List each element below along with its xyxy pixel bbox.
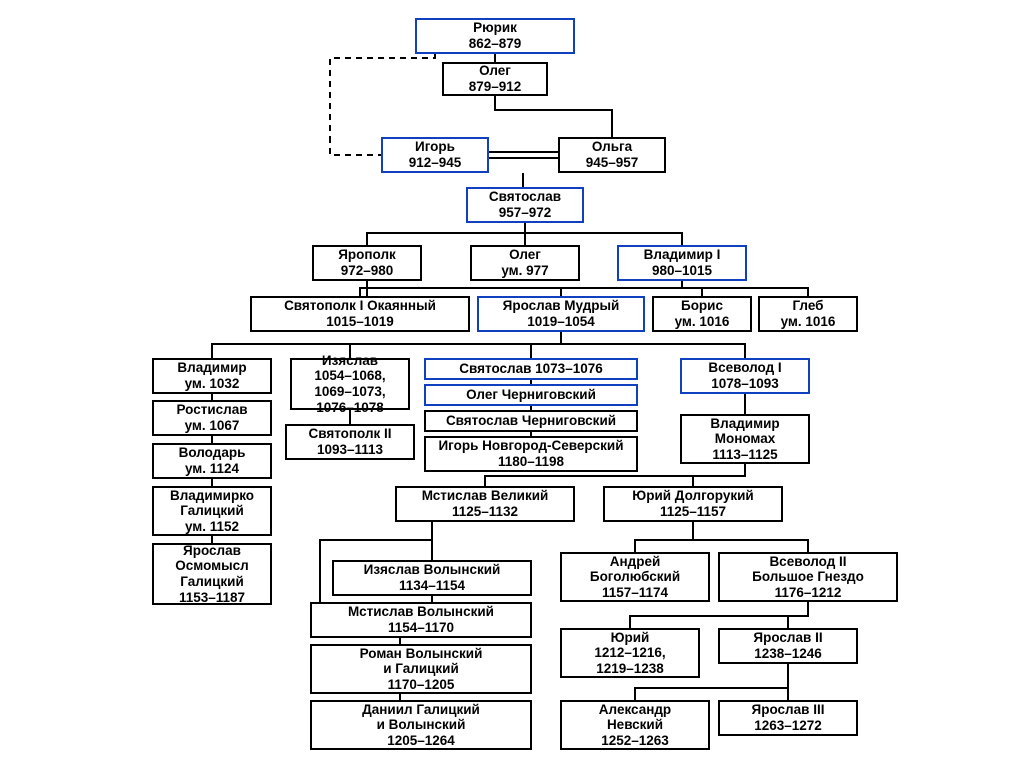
tree-node-gleb: Глеб ум. 1016 [758, 296, 858, 332]
tree-edge [525, 223, 682, 245]
tree-node-vladimirkoG: Владимирко Галицкий ум. 1152 [152, 486, 272, 536]
tree-node-yarOsmomysl: Ярослав Осмомысл Галицкий 1153–1187 [152, 543, 272, 605]
tree-edge [682, 281, 702, 296]
tree-node-yuriD: Юрий Долгорукий 1125–1157 [603, 486, 783, 522]
tree-edge [630, 602, 808, 628]
tree-node-yaroslav3: Ярослав III 1263–1272 [718, 700, 858, 736]
tree-node-boris: Борис ум. 1016 [652, 296, 752, 332]
tree-node-izyaslav1: Изяслав 1054–1068, 1069–1073, 1076–1078 [290, 358, 410, 410]
tree-edge [330, 137, 381, 155]
tree-node-vlad1032: Владимир ум. 1032 [152, 358, 272, 394]
tree-node-daniilGV: Даниил Галицкий и Волынский 1205–1264 [310, 700, 532, 750]
tree-node-igorNS: Игорь Новгород-Северский 1180–1198 [424, 436, 638, 472]
tree-node-rostislav: Ростислав ум. 1067 [152, 400, 272, 436]
tree-node-vladimir1: Владимир I 980–1015 [617, 245, 747, 281]
tree-node-rurik: Рюрик 862–879 [415, 18, 575, 54]
tree-edge [788, 602, 808, 628]
tree-node-yaropolk: Ярополк 972–980 [312, 245, 422, 281]
tree-node-oleg977: Олег ум. 977 [470, 245, 580, 281]
tree-edge [635, 522, 693, 552]
tree-edge [330, 54, 435, 137]
tree-edge [495, 96, 612, 137]
tree-node-yuri1212: Юрий 1212–1216, 1219–1238 [560, 628, 700, 678]
tree-edge [212, 332, 561, 358]
tree-node-monomakh: Владимир Мономах 1113–1125 [680, 414, 810, 464]
tree-node-svyatoslav1: Святослав 957–972 [466, 187, 584, 223]
tree-edge [693, 522, 808, 552]
tree-node-olga: Ольга 945–957 [558, 137, 666, 173]
tree-node-mstislavV: Мстислав Великий 1125–1132 [395, 486, 575, 522]
tree-edge [682, 281, 808, 296]
tree-node-oleg1: Олег 879–912 [442, 62, 548, 96]
tree-node-svyatopolk1: Святополк I Окаянный 1015–1019 [250, 296, 470, 332]
tree-node-olegCh: Олег Черниговский [424, 384, 638, 406]
tree-node-svyat1073: Святослав 1073–1076 [424, 358, 638, 380]
tree-node-svyatopolk2: Святополк II 1093–1113 [285, 424, 415, 460]
tree-edge [360, 281, 682, 296]
tree-node-andreyB: Андрей Боголюбский 1157–1174 [560, 552, 710, 602]
tree-node-mstislavVol: Мстислав Волынский 1154–1170 [310, 602, 532, 638]
tree-node-romanVG: Роман Волынский и Галицкий 1170–1205 [310, 644, 532, 694]
tree-node-yaroslav2: Ярослав II 1238–1246 [718, 628, 858, 664]
tree-node-svyatCh: Святослав Черниговский [424, 410, 638, 432]
tree-edge [561, 332, 745, 358]
tree-node-vsevolod1: Всеволод I 1078–1093 [680, 358, 810, 394]
tree-edge [367, 223, 525, 245]
tree-node-volodar: Володарь ум. 1124 [152, 443, 272, 479]
tree-node-aleksandrN: Александр Невский 1252–1263 [560, 700, 710, 750]
tree-edge [561, 281, 682, 296]
tree-node-igor: Игорь 912–945 [381, 137, 489, 173]
tree-node-izyaslavVol: Изяслав Волынский 1134–1154 [332, 560, 532, 596]
tree-edge [531, 332, 561, 358]
tree-node-yaroslavM: Ярослав Мудрый 1019–1054 [477, 296, 645, 332]
tree-node-vsevolod2: Всеволод II Большое Гнездо 1176–1212 [718, 552, 898, 602]
tree-edge [693, 464, 745, 486]
